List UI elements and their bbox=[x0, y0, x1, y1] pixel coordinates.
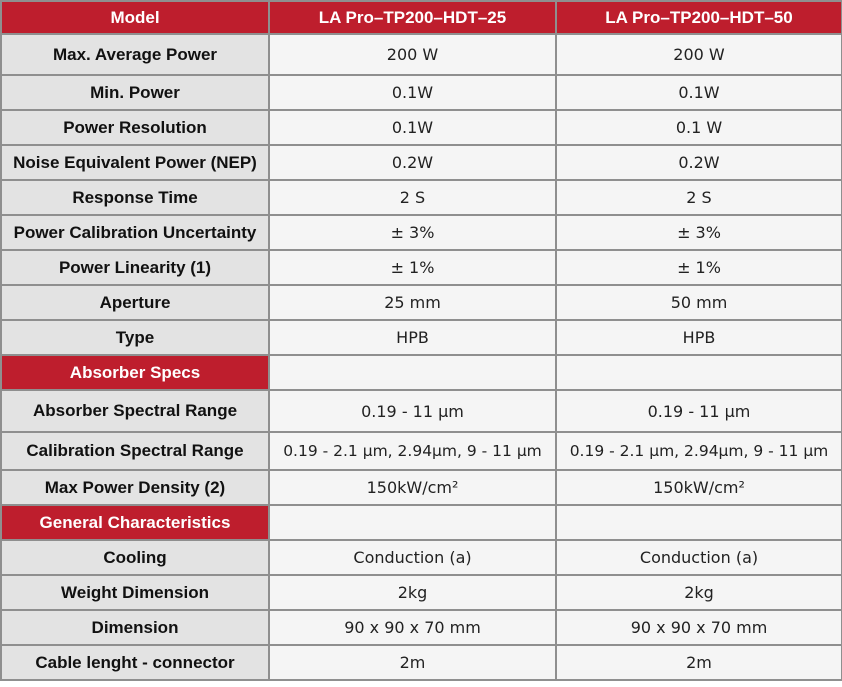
empty-cell bbox=[555, 504, 842, 541]
table-row: Calibration Spectral Range 0.19 - 2.1 µm… bbox=[0, 431, 842, 471]
row-label: Cable lenght - connector bbox=[0, 644, 270, 681]
value-model-50: 0.1 W bbox=[555, 109, 842, 146]
header-row: Model LA Pro–TP200–HDT–25 LA Pro–TP200–H… bbox=[0, 0, 842, 35]
value-model-50: 0.1W bbox=[555, 74, 842, 111]
value-model-25: HPB bbox=[268, 319, 557, 356]
row-label: Absorber Spectral Range bbox=[0, 389, 270, 433]
value-model-25: 2kg bbox=[268, 574, 557, 611]
header-model-25: LA Pro–TP200–HDT–25 bbox=[268, 0, 557, 35]
value-model-50: ± 3% bbox=[555, 214, 842, 251]
row-label: Max Power Density (2) bbox=[0, 469, 270, 506]
value-model-25: 0.19 - 11 µm bbox=[268, 389, 557, 433]
value-model-50: 200 W bbox=[555, 33, 842, 76]
row-label: Response Time bbox=[0, 179, 270, 216]
value-model-25: 200 W bbox=[268, 33, 557, 76]
table-row: Max. Average Power 200 W 200 W bbox=[0, 33, 842, 76]
value-model-25: 2m bbox=[268, 644, 557, 681]
value-model-25: Conduction (a) bbox=[268, 539, 557, 576]
row-label: Power Calibration Uncertainty bbox=[0, 214, 270, 251]
table-row: Dimension 90 x 90 x 70 mm 90 x 90 x 70 m… bbox=[0, 609, 842, 646]
row-label: Calibration Spectral Range bbox=[0, 431, 270, 471]
value-model-50: 150kW/cm² bbox=[555, 469, 842, 506]
value-model-50: ± 1% bbox=[555, 249, 842, 286]
row-label: Dimension bbox=[0, 609, 270, 646]
value-model-50: 2 S bbox=[555, 179, 842, 216]
value-model-50: 0.2W bbox=[555, 144, 842, 181]
row-label: Max. Average Power bbox=[0, 33, 270, 76]
value-model-50: 0.19 - 2.1 µm, 2.94µm, 9 - 11 µm bbox=[555, 431, 842, 471]
value-model-50: 2m bbox=[555, 644, 842, 681]
header-model-50: LA Pro–TP200–HDT–50 bbox=[555, 0, 842, 35]
table-row: Power Linearity (1) ± 1% ± 1% bbox=[0, 249, 842, 286]
row-label: Noise Equivalent Power (NEP) bbox=[0, 144, 270, 181]
table-row: Min. Power 0.1W 0.1W bbox=[0, 74, 842, 111]
value-model-50: HPB bbox=[555, 319, 842, 356]
row-label: Power Resolution bbox=[0, 109, 270, 146]
table-row: Absorber Spectral Range 0.19 - 11 µm 0.1… bbox=[0, 389, 842, 433]
section-header-absorber-specs: Absorber Specs bbox=[0, 354, 270, 391]
table-row: Max Power Density (2) 150kW/cm² 150kW/cm… bbox=[0, 469, 842, 506]
row-label: Aperture bbox=[0, 284, 270, 321]
empty-cell bbox=[268, 504, 557, 541]
section-row: General Characteristics bbox=[0, 504, 842, 541]
section-header-general-characteristics: General Characteristics bbox=[0, 504, 270, 541]
value-model-50: 2kg bbox=[555, 574, 842, 611]
value-model-50: Conduction (a) bbox=[555, 539, 842, 576]
table-row: Cooling Conduction (a) Conduction (a) bbox=[0, 539, 842, 576]
value-model-25: 0.1W bbox=[268, 74, 557, 111]
table-row: Power Resolution 0.1W 0.1 W bbox=[0, 109, 842, 146]
row-label: Power Linearity (1) bbox=[0, 249, 270, 286]
table-row: Response Time 2 S 2 S bbox=[0, 179, 842, 216]
value-model-25: 90 x 90 x 70 mm bbox=[268, 609, 557, 646]
value-model-25: 0.2W bbox=[268, 144, 557, 181]
row-label: Type bbox=[0, 319, 270, 356]
value-model-25: 0.19 - 2.1 µm, 2.94µm, 9 - 11 µm bbox=[268, 431, 557, 471]
value-model-50: 50 mm bbox=[555, 284, 842, 321]
empty-cell bbox=[555, 354, 842, 391]
empty-cell bbox=[268, 354, 557, 391]
row-label: Cooling bbox=[0, 539, 270, 576]
table-row: Weight Dimension 2kg 2kg bbox=[0, 574, 842, 611]
value-model-25: ± 3% bbox=[268, 214, 557, 251]
row-label: Weight Dimension bbox=[0, 574, 270, 611]
value-model-25: 150kW/cm² bbox=[268, 469, 557, 506]
value-model-25: ± 1% bbox=[268, 249, 557, 286]
value-model-50: 0.19 - 11 µm bbox=[555, 389, 842, 433]
table-row: Cable lenght - connector 2m 2m bbox=[0, 644, 842, 681]
table-row: Noise Equivalent Power (NEP) 0.2W 0.2W bbox=[0, 144, 842, 181]
table-row: Type HPB HPB bbox=[0, 319, 842, 356]
header-model: Model bbox=[0, 0, 270, 35]
section-row: Absorber Specs bbox=[0, 354, 842, 391]
table-row: Power Calibration Uncertainty ± 3% ± 3% bbox=[0, 214, 842, 251]
value-model-50: 90 x 90 x 70 mm bbox=[555, 609, 842, 646]
row-label: Min. Power bbox=[0, 74, 270, 111]
table-row: Aperture 25 mm 50 mm bbox=[0, 284, 842, 321]
value-model-25: 0.1W bbox=[268, 109, 557, 146]
value-model-25: 2 S bbox=[268, 179, 557, 216]
value-model-25: 25 mm bbox=[268, 284, 557, 321]
